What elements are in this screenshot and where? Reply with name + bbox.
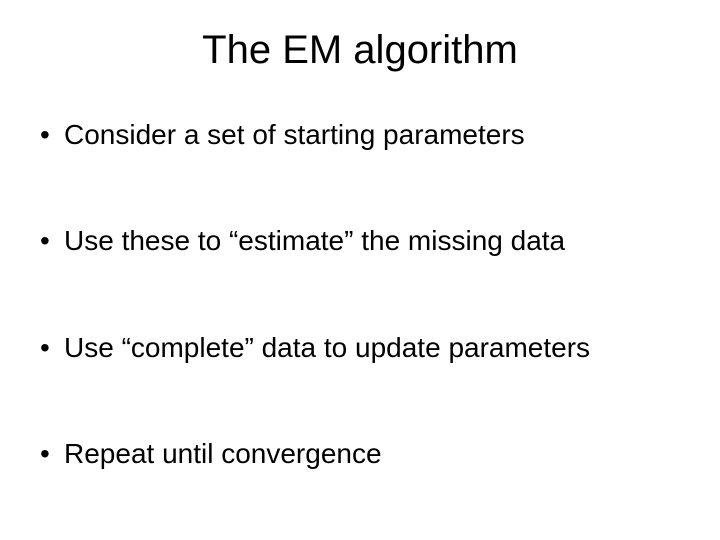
bullet-item: Use these to “estimate” the missing data bbox=[36, 223, 684, 259]
slide-title: The EM algorithm bbox=[36, 28, 684, 73]
bullet-item: Repeat until convergence bbox=[36, 436, 684, 472]
bullet-item: Consider a set of starting parameters bbox=[36, 117, 684, 153]
bullet-item: Use “complete” data to update parameters bbox=[36, 330, 684, 366]
bullet-list: Consider a set of starting parameters Us… bbox=[36, 117, 684, 473]
